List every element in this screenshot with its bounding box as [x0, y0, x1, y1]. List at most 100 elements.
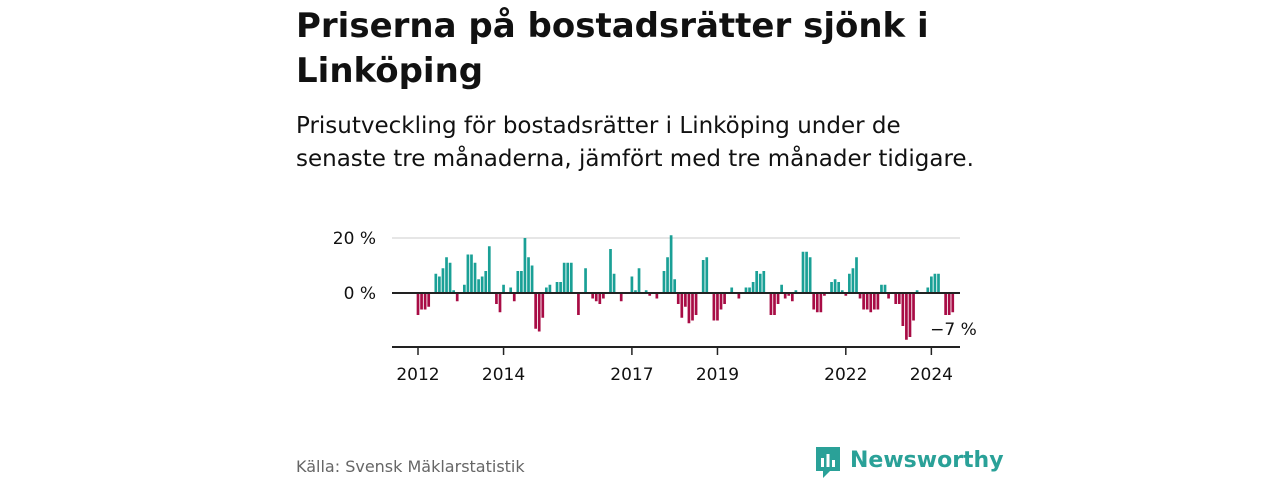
bar — [548, 284, 552, 293]
bar — [819, 293, 823, 313]
bar — [637, 268, 641, 293]
bar — [840, 290, 844, 293]
bar — [509, 287, 513, 293]
bar — [712, 293, 716, 321]
bar — [662, 271, 666, 293]
bar — [748, 287, 751, 293]
bar — [691, 293, 694, 321]
bar — [666, 257, 669, 293]
bar — [455, 293, 459, 302]
bar — [719, 293, 723, 310]
bar — [865, 293, 869, 310]
bar — [537, 293, 541, 332]
y-tick-label: 20 % — [333, 229, 376, 249]
bar — [594, 293, 598, 302]
bar — [794, 290, 798, 293]
bar — [470, 254, 473, 293]
bar — [944, 293, 947, 315]
x-tick-label: 2022 — [824, 365, 867, 385]
newsworthy-logo-text: Newsworthy — [850, 448, 1004, 473]
bar — [484, 271, 488, 293]
bar — [947, 293, 951, 315]
bar — [951, 293, 955, 313]
bar — [427, 293, 431, 307]
bar — [848, 273, 851, 293]
bar — [930, 276, 933, 293]
y-tick-label: 0 % — [344, 284, 376, 304]
bar — [869, 293, 873, 313]
bar — [812, 293, 816, 310]
bar — [790, 293, 794, 302]
bar — [937, 273, 940, 293]
bar — [498, 293, 502, 313]
newsworthy-logo: Newsworthy — [814, 445, 1004, 481]
bar — [676, 293, 680, 304]
bar — [805, 251, 808, 293]
bar — [569, 262, 573, 293]
bar — [477, 279, 480, 293]
bar — [815, 293, 819, 313]
bar — [844, 293, 848, 296]
bar — [423, 293, 427, 310]
bar — [609, 249, 612, 293]
bar — [915, 290, 919, 293]
bar — [933, 273, 937, 293]
bar — [602, 293, 605, 299]
chart-title: Priserna på bostadsrätter sjönk i Linköp… — [296, 6, 929, 91]
bar — [448, 262, 452, 293]
bar — [495, 293, 498, 304]
bar — [438, 276, 441, 293]
bar — [441, 268, 445, 293]
bar — [562, 262, 566, 293]
chart-subtitle: Prisutveckling för bostadsrätter i Linkö… — [296, 113, 974, 172]
bar — [837, 282, 841, 293]
x-tick-label: 2017 — [610, 365, 653, 385]
bar — [523, 238, 527, 293]
bar — [926, 287, 930, 293]
bar — [669, 235, 673, 293]
bar — [751, 282, 755, 293]
bar — [462, 284, 466, 293]
bar — [723, 293, 726, 304]
bar — [755, 271, 759, 293]
bar — [705, 257, 709, 293]
bar — [527, 257, 530, 293]
bar — [473, 262, 477, 293]
bar — [687, 293, 691, 324]
bar — [680, 293, 684, 318]
bar — [833, 279, 837, 293]
bar — [730, 287, 734, 293]
bar — [541, 293, 545, 318]
bar — [908, 293, 912, 337]
bar — [502, 284, 505, 293]
bar — [684, 293, 687, 307]
bar — [512, 293, 516, 302]
bar — [801, 251, 805, 293]
bar — [787, 293, 791, 296]
axes — [392, 292, 960, 355]
bar — [619, 293, 623, 302]
bar — [901, 293, 905, 326]
bar — [530, 265, 534, 293]
bar — [912, 293, 915, 321]
bar — [555, 282, 559, 293]
bar — [872, 293, 876, 310]
bar — [420, 293, 423, 310]
bar — [591, 293, 595, 299]
bar — [630, 276, 634, 293]
bar — [855, 257, 858, 293]
bar — [776, 293, 780, 304]
bar — [534, 293, 537, 329]
bar — [883, 284, 887, 293]
bar — [487, 246, 491, 293]
bar — [851, 268, 855, 293]
x-tick-label: 2024 — [910, 365, 953, 385]
bar — [716, 293, 719, 321]
bar — [544, 287, 548, 293]
bar — [862, 293, 865, 310]
bar — [634, 290, 637, 293]
bar — [655, 293, 659, 299]
newsworthy-logo-icon — [816, 447, 840, 478]
bar — [466, 254, 470, 293]
